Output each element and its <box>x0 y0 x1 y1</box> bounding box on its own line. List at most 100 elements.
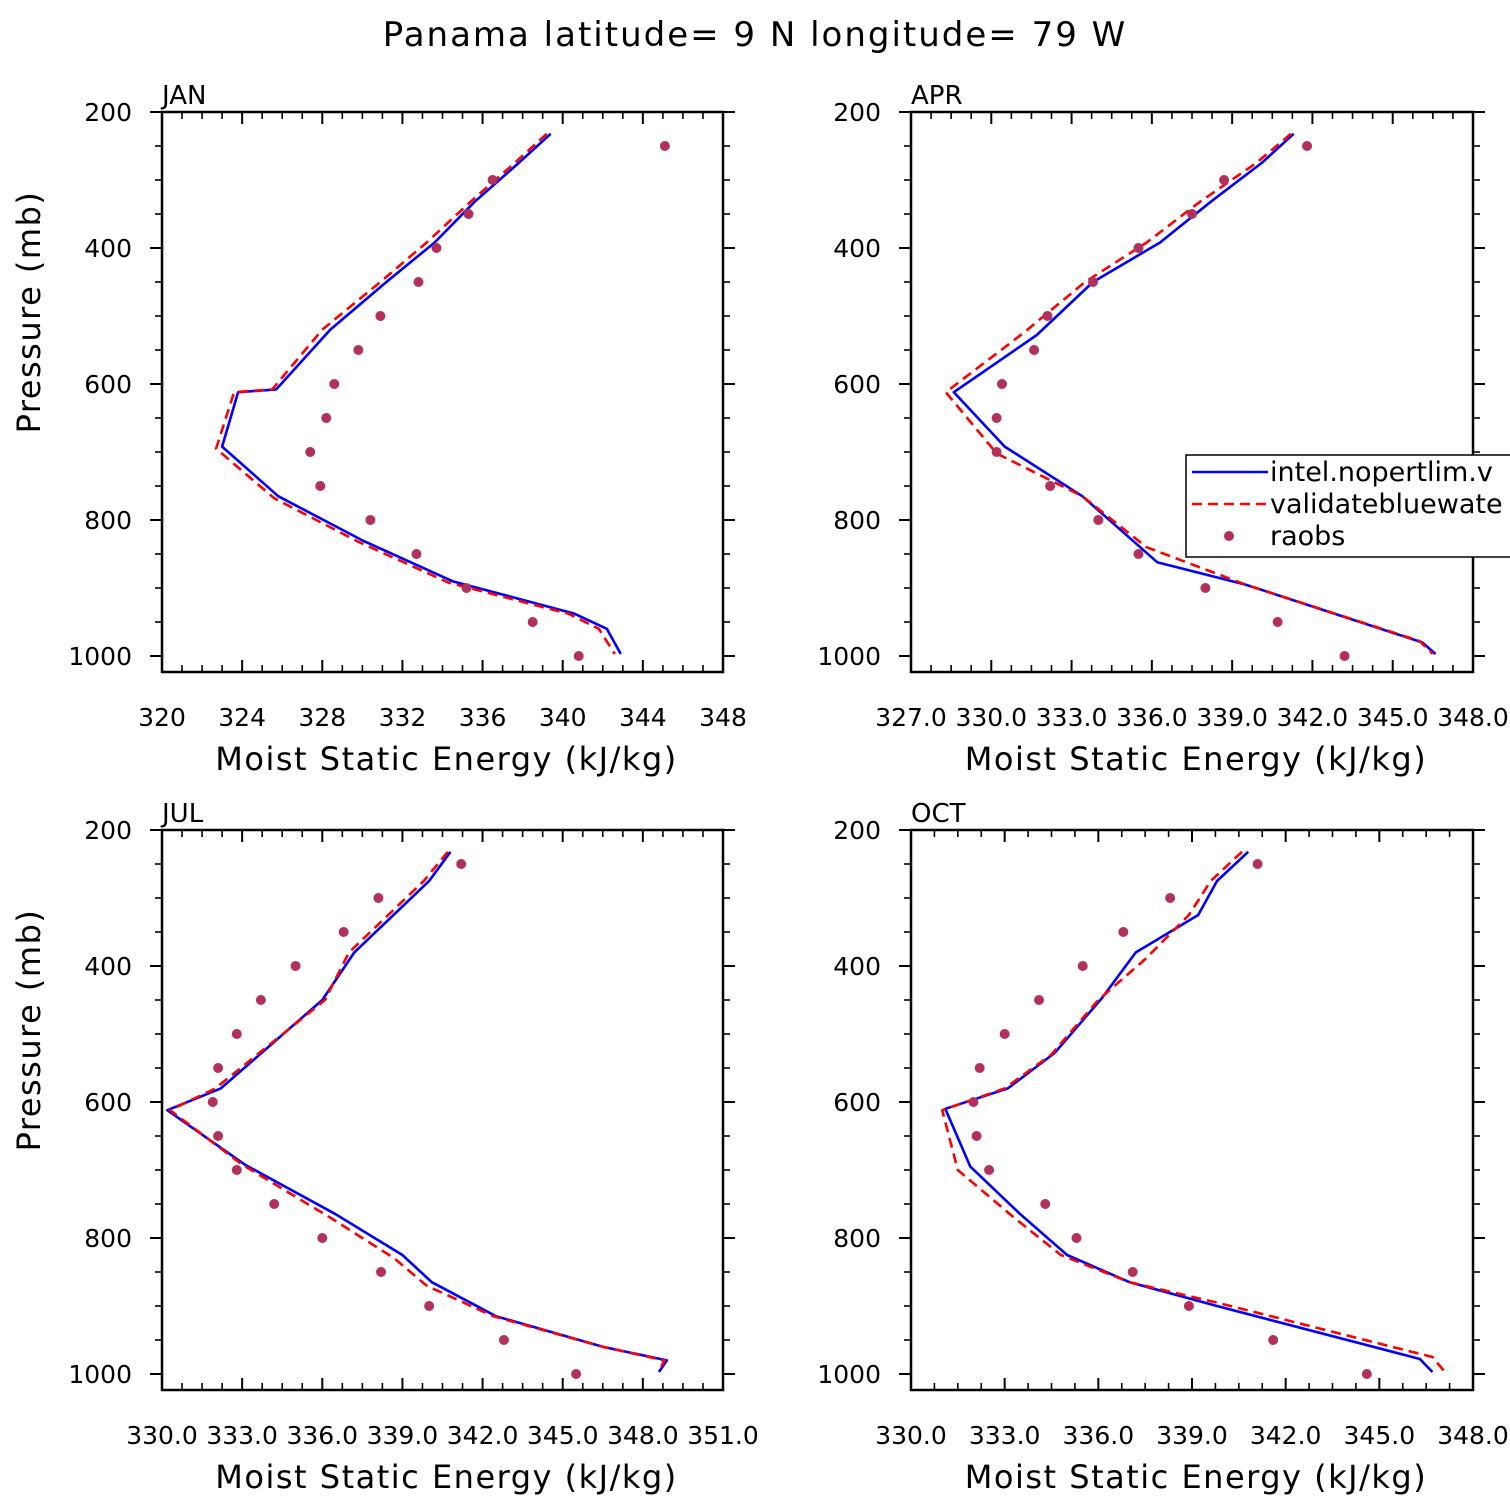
raobs-marker <box>461 583 472 593</box>
x-tick-label: 348 <box>699 703 747 732</box>
raobs-marker <box>1200 583 1211 593</box>
x-axis-title: Moist Static Energy (kJ/kg) <box>965 740 1427 778</box>
x-tick-label: 342.0 <box>1250 1421 1322 1450</box>
x-axis-title: Moist Static Energy (kJ/kg) <box>215 1458 677 1496</box>
raobs-marker <box>375 311 386 321</box>
raobs-marker <box>424 1301 435 1311</box>
x-tick-label: 342.0 <box>447 1421 519 1450</box>
y-tick-label: 200 <box>84 98 132 127</box>
y-tick-label: 600 <box>833 370 881 399</box>
x-tick-label: 339.0 <box>367 1421 439 1450</box>
raobs-marker <box>1045 481 1056 491</box>
y-tick-label: 800 <box>84 1224 132 1253</box>
x-tick-label: 330.0 <box>955 703 1027 732</box>
x-tick-label: 333.0 <box>969 1421 1041 1450</box>
raobs-marker <box>1133 549 1144 559</box>
y-tick-label: 1000 <box>817 642 881 671</box>
raobs-marker <box>659 141 670 151</box>
x-axis-title: Moist Static Energy (kJ/kg) <box>965 1458 1427 1496</box>
raobs-marker <box>968 1097 979 1107</box>
x-tick-label: 340 <box>539 703 587 732</box>
x-tick-label: 351.0 <box>687 1421 759 1450</box>
y-tick-label: 200 <box>84 816 132 845</box>
raobs-marker <box>231 1029 242 1039</box>
series-line-intel.nopertlim.v <box>220 132 622 655</box>
raobs-marker <box>317 1233 328 1243</box>
panel-label: APR <box>911 81 963 111</box>
raobs-marker <box>1187 209 1197 219</box>
plot-frame <box>160 828 725 1392</box>
raobs-marker <box>1029 345 1040 355</box>
raobs-marker <box>329 379 340 389</box>
y-tick-label: 600 <box>833 1088 881 1117</box>
x-tick-label: 348.0 <box>607 1421 679 1450</box>
x-tick-label: 328 <box>298 703 346 732</box>
x-tick-label: 339.0 <box>1196 703 1268 732</box>
raobs-marker <box>321 413 332 423</box>
panel-jul: JUL 330.0 333.0 336.0 339.0 342.0 345.0 348.0 35… <box>10 799 759 1496</box>
y-tick-label: 400 <box>833 234 881 263</box>
raobs-marker <box>571 1369 582 1379</box>
x-axis-title: Moist Static Energy (kJ/kg) <box>215 740 677 778</box>
plot-frame <box>909 110 1475 674</box>
raobs-marker <box>1087 277 1098 287</box>
x-tick-label: 320 <box>138 703 186 732</box>
series-line-intel.nopertlim.v <box>952 132 1437 655</box>
raobs-marker <box>431 243 442 253</box>
raobs-marker <box>213 1131 224 1141</box>
raobs-marker <box>305 447 316 457</box>
y-tick-label: 600 <box>84 1088 132 1117</box>
raobs-marker <box>213 1063 224 1073</box>
x-tick-label: 327.0 <box>875 703 947 732</box>
panel-apr: APR 327.0 330.0 333.0 336.0 339.0 342.0 345.0 34… <box>817 81 1510 778</box>
y-tick-label: 800 <box>84 506 132 535</box>
x-tick-label: 332 <box>379 703 427 732</box>
raobs-marker <box>999 1029 1010 1039</box>
series-line-validatebluewate <box>940 850 1446 1373</box>
x-tick-label: 330.0 <box>126 1421 198 1450</box>
raobs-marker <box>255 995 266 1005</box>
x-tick-label: 339.0 <box>1156 1421 1228 1450</box>
x-tick-label: 344 <box>619 703 667 732</box>
raobs-marker <box>1133 243 1144 253</box>
y-tick-label: 1000 <box>68 642 132 671</box>
raobs-marker <box>1183 1301 1194 1311</box>
raobs-marker <box>1093 515 1104 525</box>
y-tick-label: 1000 <box>817 1360 881 1389</box>
legend-label: raobs <box>1270 521 1345 552</box>
x-tick-label: 333.0 <box>1036 703 1108 732</box>
raobs-marker <box>1077 961 1088 971</box>
x-tick-label: 324 <box>218 703 266 732</box>
raobs-marker <box>269 1199 280 1209</box>
raobs-marker <box>1361 1369 1372 1379</box>
raobs-marker <box>315 481 326 491</box>
raobs-marker <box>231 1165 242 1175</box>
x-tick-label: 330.0 <box>875 1421 947 1450</box>
panel-label: JAN <box>160 81 206 111</box>
x-tick-label: 336.0 <box>1063 1421 1135 1450</box>
raobs-marker <box>1219 175 1230 185</box>
panel-jan: JAN 320 324 328 332 336 340 344 348 200 400 600 800 1… <box>10 81 747 778</box>
x-tick-label: 345.0 <box>527 1421 599 1450</box>
raobs-marker <box>365 515 376 525</box>
panel-label: JUL <box>160 799 204 829</box>
raobs-marker <box>338 927 349 937</box>
raobs-marker <box>1252 859 1263 869</box>
raobs-marker <box>456 859 467 869</box>
raobs-marker <box>290 961 301 971</box>
raobs-marker <box>487 175 498 185</box>
y-tick-label: 200 <box>833 98 881 127</box>
x-tick-label: 345.0 <box>1344 1421 1416 1450</box>
x-tick-label: 348.0 <box>1437 1421 1509 1450</box>
legend-label: intel.nopertlim.v <box>1270 457 1493 488</box>
y-tick-label: 400 <box>84 952 132 981</box>
x-tick-label: 333.0 <box>206 1421 278 1450</box>
raobs-marker <box>1302 141 1313 151</box>
y-tick-label: 800 <box>833 506 881 535</box>
raobs-marker <box>1042 311 1053 321</box>
raobs-marker <box>1268 1335 1279 1345</box>
y-tick-label: 600 <box>84 370 132 399</box>
raobs-marker <box>527 617 538 627</box>
